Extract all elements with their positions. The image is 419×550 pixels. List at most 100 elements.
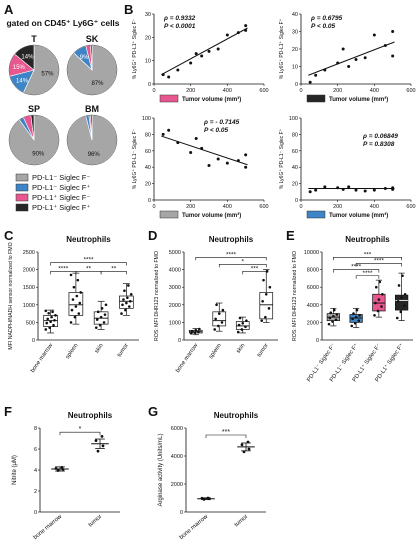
data-point xyxy=(358,314,361,317)
pie-label: BM xyxy=(85,104,99,114)
data-point xyxy=(194,328,198,332)
x-tick-label: 200 xyxy=(333,88,342,94)
x-tick-label: 400 xyxy=(223,88,232,94)
data-point xyxy=(102,321,106,324)
boxplot-d: Neutrophils 0 1000 2000 3000 4000 5000 ROS: MFI… xyxy=(154,235,278,374)
data-point xyxy=(331,320,334,323)
panel-letter-f: F xyxy=(4,404,12,419)
significance-bracket xyxy=(333,269,380,273)
data-point xyxy=(48,326,51,329)
category-label: bone marrow xyxy=(30,342,55,374)
y-tick-label: 8 xyxy=(34,426,37,432)
y-tick-label: 20 xyxy=(292,47,298,53)
data-point xyxy=(125,301,128,305)
data-point xyxy=(336,61,340,65)
stat-p: P < 0.0001 xyxy=(164,23,196,30)
pie-slice-label: 57% xyxy=(41,71,54,77)
pie-label: SK xyxy=(86,34,99,44)
data-point xyxy=(217,312,221,315)
chart-title: Neutrophils xyxy=(66,235,111,244)
significance-label: **** xyxy=(351,264,362,271)
legend-swatch xyxy=(15,173,29,182)
x-axis-label: Tumor volume (mm³) xyxy=(182,212,241,219)
data-point xyxy=(161,73,165,77)
pie-slice-label: 15% xyxy=(13,65,26,71)
y-axis-label: Arginase activity (Units/mL) xyxy=(158,433,164,506)
category-label: tumor xyxy=(256,343,269,359)
data-point xyxy=(244,28,248,32)
data-point xyxy=(94,326,98,329)
y-axis-label: % Ly6G⁺ PD-L1⁺ Siglec F⁺ xyxy=(279,18,285,79)
category-label: tumor xyxy=(88,514,104,528)
chart-title: Neutrophils xyxy=(214,411,259,420)
significance-label: **** xyxy=(374,257,385,264)
data-point xyxy=(308,190,312,194)
box xyxy=(259,292,274,320)
stat-p: P = 0.8308 xyxy=(363,141,395,148)
data-point xyxy=(401,274,404,278)
data-point xyxy=(194,137,198,140)
data-point xyxy=(391,30,395,33)
data-point xyxy=(264,292,268,296)
legend-label: PD-L1⁺ Siglec F⁻ xyxy=(32,193,90,202)
data-point xyxy=(236,330,240,334)
y-tick-label: 60 xyxy=(145,149,151,155)
x-tick-label: 400 xyxy=(370,204,379,210)
x-tick-label: 200 xyxy=(333,204,342,210)
legend-swatch xyxy=(15,183,29,192)
significance-bracket xyxy=(218,264,267,268)
data-point xyxy=(391,186,395,190)
y-tick-label: 2 xyxy=(34,489,37,495)
data-point xyxy=(104,303,108,307)
y-tick-label: 10 xyxy=(145,59,151,65)
data-point xyxy=(244,325,247,329)
data-point xyxy=(314,188,318,192)
panel-letter-e: E xyxy=(286,228,295,243)
panel-letter-b: B xyxy=(124,2,134,17)
x-tick-label: 400 xyxy=(223,204,232,210)
data-point xyxy=(200,146,204,150)
y-tick-label: 2500 xyxy=(23,250,35,256)
data-point xyxy=(76,278,80,282)
data-point xyxy=(341,47,345,51)
pie-slice-label: 9% xyxy=(80,55,89,61)
data-point xyxy=(44,328,48,331)
stat-rho: ρ = 0.6795 xyxy=(310,15,343,22)
data-point xyxy=(372,188,376,192)
y-tick-label: 20 xyxy=(145,35,151,41)
data-point xyxy=(363,56,367,60)
y-tick-label: 6000 xyxy=(171,426,183,432)
x-tick-label: 200 xyxy=(186,88,195,94)
x-tick-label: 600 xyxy=(259,204,268,210)
y-tick-label: 0 xyxy=(295,82,298,88)
data-point xyxy=(350,324,354,328)
regression-line xyxy=(308,41,395,76)
data-point xyxy=(244,24,248,28)
x-tick-label: 0 xyxy=(152,204,155,210)
data-point xyxy=(121,303,124,307)
data-point xyxy=(96,449,100,453)
data-point xyxy=(267,307,271,310)
x-tick-label: 600 xyxy=(406,88,415,94)
data-point xyxy=(240,443,244,447)
y-tick-label: 4000 xyxy=(169,268,181,274)
y-axis-label: MFI NADPH/NADH sensor normalized to FMO xyxy=(8,242,14,349)
data-point xyxy=(74,305,78,308)
dotplot-g: Neutrophils 0 2000 4000 6000 Arginase activit… xyxy=(158,411,266,541)
data-point xyxy=(352,312,355,315)
y-tick-label: 40 xyxy=(292,12,298,18)
data-point xyxy=(397,284,401,287)
data-point xyxy=(99,315,103,319)
y-tick-label: 80 xyxy=(292,132,298,138)
data-point xyxy=(214,317,217,321)
pie-slice-label: 14% xyxy=(21,54,34,60)
data-point xyxy=(323,185,327,189)
scatter-b4: 0 20 40 60 80 100 0 200 400 600 % Ly6G⁺ PD-L1⁻ Sig… xyxy=(279,116,416,219)
data-point xyxy=(308,80,312,84)
dotplot-f: Neutrophils 0 2 4 6 8 Nitrite (μM) bone marrow t… xyxy=(12,411,120,541)
data-point xyxy=(54,467,58,470)
y-tick-label: 0 xyxy=(34,510,37,516)
y-tick-label: 40 xyxy=(145,165,151,171)
boxplot-e: Neutrophils 0 2000 4000 6000 8000 10000 ROS: MF… xyxy=(292,235,413,383)
